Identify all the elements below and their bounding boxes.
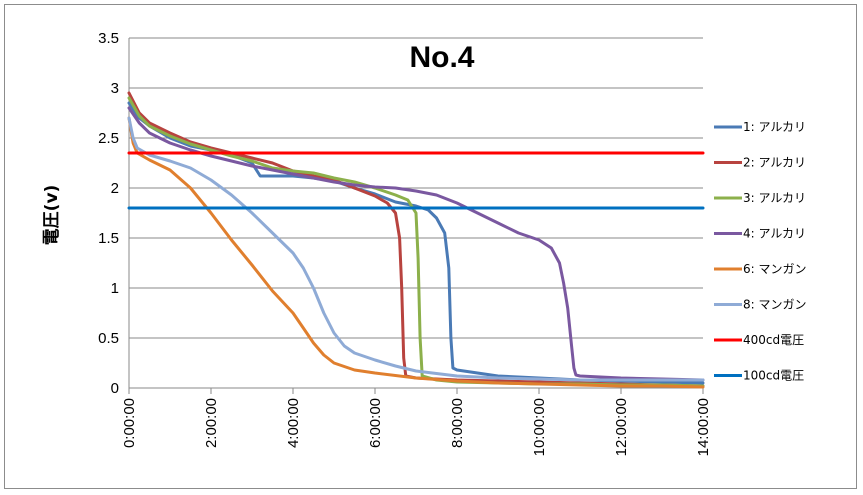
series-line-6 bbox=[127, 116, 705, 382]
series-line-4 bbox=[127, 106, 705, 382]
legend-label: 2: アルカリ bbox=[743, 156, 806, 170]
series-line-5 bbox=[127, 116, 705, 389]
y-tick-label: 3.5 bbox=[98, 30, 119, 47]
x-tick-label: 6:00:00 bbox=[367, 398, 384, 448]
line-chart: 0 0.5 1 1.5 2 2.5 3 3.5 0:00:00 2:00:00 4:00:00 6:0… bbox=[42, 30, 807, 456]
legend-label: 8: マンガン bbox=[743, 298, 807, 312]
x-tick-label: 12:00:00 bbox=[613, 398, 630, 456]
axes: 0 0.5 1 1.5 2 2.5 3 3.5 0:00:00 2:00:00 4:00:00 6:0… bbox=[98, 30, 712, 456]
series-lines bbox=[127, 91, 705, 389]
x-tick-label: 14:00:00 bbox=[695, 398, 712, 456]
chart-frame: 0 0.5 1 1.5 2 2.5 3 3.5 0:00:00 2:00:00 4:00:00 6:0… bbox=[4, 4, 857, 489]
y-tick-label: 0.5 bbox=[98, 330, 119, 347]
y-tick-label: 3 bbox=[111, 80, 119, 97]
legend: 1: アルカリ 2: アルカリ 3: アルカリ 4: アルカリ 6: マンガン 8: マン… bbox=[714, 120, 807, 383]
y-tick-label: 1.5 bbox=[98, 230, 119, 247]
y-tick-label: 2 bbox=[111, 180, 119, 197]
legend-label: 100cd電圧 bbox=[743, 369, 804, 383]
x-tick-label: 10:00:00 bbox=[531, 398, 548, 456]
chart-title: No.4 bbox=[409, 41, 474, 74]
y-tick-label: 0 bbox=[111, 380, 119, 397]
legend-label: 400cd電圧 bbox=[743, 333, 804, 347]
x-tick-label: 0:00:00 bbox=[121, 398, 138, 448]
series-line-2 bbox=[127, 91, 705, 388]
x-tick-label: 8:00:00 bbox=[449, 398, 466, 448]
legend-label: 3: アルカリ bbox=[743, 191, 806, 205]
legend-label: 4: アルカリ bbox=[743, 227, 806, 241]
y-axis-label: 電圧(v) bbox=[42, 185, 62, 246]
y-tick-label: 2.5 bbox=[98, 130, 119, 147]
gridlines bbox=[129, 37, 703, 389]
x-tick-label: 2:00:00 bbox=[203, 398, 220, 448]
x-tick-label: 4:00:00 bbox=[285, 398, 302, 448]
legend-label: 1: アルカリ bbox=[743, 120, 806, 134]
series-line-3 bbox=[127, 96, 705, 388]
y-tick-label: 1 bbox=[111, 280, 119, 297]
legend-label: 6: マンガン bbox=[743, 262, 807, 276]
